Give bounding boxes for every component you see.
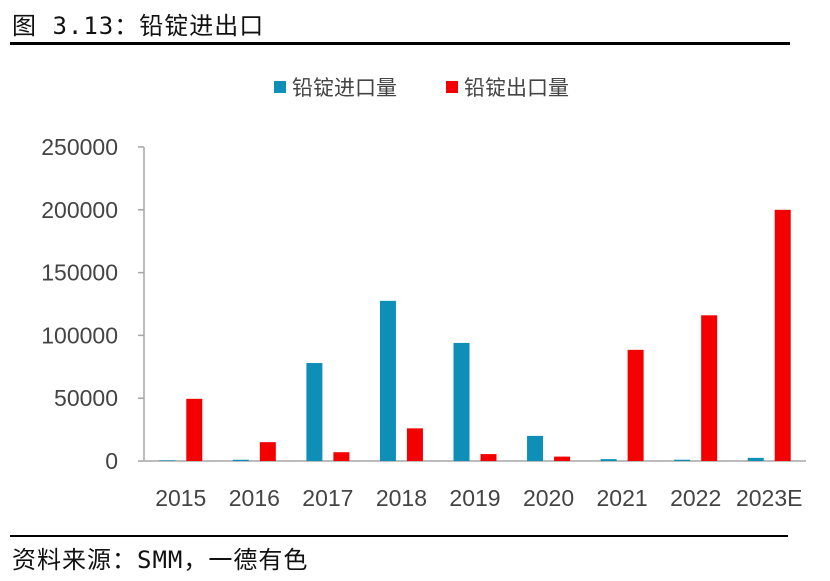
bar-export	[701, 315, 718, 461]
y-axis: 0 50000 100000 150000 200000 250000	[41, 134, 145, 474]
source-rule	[10, 535, 788, 537]
bar-export	[774, 209, 791, 461]
x-tick-label: 2021	[597, 485, 648, 511]
x-tick-label: 2017	[302, 485, 353, 511]
legend: 铅锭进口量 铅锭出口量	[274, 76, 569, 100]
bar-import	[747, 457, 764, 461]
bar-chart: 铅锭进口量 铅锭出口量 0 50000 100000 150000 200000 2500…	[41, 76, 806, 511]
y-tick-label: 0	[105, 448, 118, 474]
bar-export	[186, 398, 203, 461]
x-tick-label: 2018	[376, 485, 427, 511]
bar-import	[527, 435, 544, 461]
y-tick-label: 150000	[41, 260, 118, 286]
legend-swatch-export	[446, 81, 458, 93]
x-tick-label: 2016	[229, 485, 280, 511]
legend-label-export: 铅锭出口量	[464, 76, 569, 100]
x-tick-label: 2020	[523, 485, 574, 511]
bar-import	[379, 300, 396, 461]
bar-import	[232, 459, 249, 461]
bar-import	[159, 460, 176, 461]
x-tick-label: 2022	[670, 485, 721, 511]
legend-label-import: 铅锭进口量	[292, 76, 397, 100]
x-tick-label: 2015	[155, 485, 206, 511]
source-note: 资料来源：SMM，一德有色	[12, 546, 309, 574]
bar-export	[627, 349, 644, 461]
y-tick-label: 200000	[41, 197, 118, 223]
bar-export	[333, 452, 350, 461]
x-tick-label: 2019	[449, 485, 500, 511]
bar-import	[600, 459, 617, 461]
x-tick-label: 2023E	[736, 485, 803, 511]
bars	[159, 209, 791, 461]
y-tick-label: 100000	[41, 322, 118, 348]
title-rule	[10, 42, 790, 45]
bar-import	[674, 459, 691, 461]
legend-swatch-import	[274, 81, 286, 93]
y-tick-label: 250000	[41, 134, 118, 160]
bar-export	[406, 428, 423, 461]
bar-export	[554, 456, 571, 461]
figure-title: 图 3.13：铅锭进出口	[12, 12, 265, 40]
bar-export	[259, 442, 276, 461]
y-tick-label: 50000	[54, 385, 118, 411]
bar-import	[306, 363, 323, 461]
x-axis: 2015 2016 2017 2018 2019 2020 2021 2022 2023E	[144, 460, 806, 511]
bar-export	[480, 454, 497, 461]
bar-import	[453, 342, 470, 461]
